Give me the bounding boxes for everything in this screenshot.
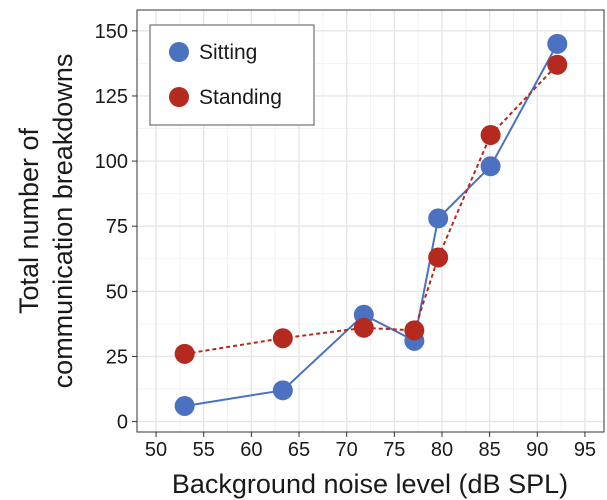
y-tick-label: 75 bbox=[106, 216, 128, 238]
legend-marker-sitting bbox=[169, 42, 189, 62]
data-point-sitting bbox=[272, 380, 293, 401]
y-tick-label: 125 bbox=[95, 86, 128, 108]
data-point-sitting bbox=[480, 156, 501, 177]
y-tick-label: 100 bbox=[95, 151, 128, 173]
data-point-sitting bbox=[174, 395, 195, 416]
x-tick-label: 85 bbox=[479, 439, 501, 461]
data-point-standing bbox=[404, 320, 425, 341]
x-axis-title: Background noise level (dB SPL) bbox=[172, 469, 568, 499]
x-tick-label: 60 bbox=[240, 439, 262, 461]
y-axis: 0 25 50 75 100 125 150 bbox=[95, 21, 137, 434]
x-tick-label: 65 bbox=[288, 439, 310, 461]
legend-marker-standing bbox=[169, 87, 189, 107]
x-tick-label: 50 bbox=[145, 439, 167, 461]
y-tick-label: 25 bbox=[106, 346, 128, 368]
y-tick-label: 50 bbox=[106, 281, 128, 303]
x-tick-label: 80 bbox=[431, 439, 453, 461]
x-tick-label: 55 bbox=[193, 439, 215, 461]
x-tick-label: 95 bbox=[574, 439, 596, 461]
data-point-standing bbox=[353, 317, 374, 338]
series-points bbox=[174, 33, 568, 416]
legend-box bbox=[149, 24, 315, 126]
y-tick-label: 0 bbox=[117, 412, 128, 434]
data-point-standing bbox=[174, 343, 195, 364]
data-point-standing bbox=[480, 125, 501, 146]
y-axis-title-line-2: communication breakdowns bbox=[48, 54, 78, 389]
x-tick-label: 75 bbox=[383, 439, 405, 461]
data-point-standing bbox=[272, 328, 293, 349]
x-tick-label: 70 bbox=[336, 439, 358, 461]
y-tick-label: 150 bbox=[95, 21, 128, 43]
x-tick-label: 90 bbox=[526, 439, 548, 461]
plot-border bbox=[136, 9, 605, 433]
x-axis: 50 55 60 65 70 75 80 85 90 95 bbox=[145, 432, 596, 461]
data-point-standing bbox=[428, 247, 449, 268]
y-axis-title-line-1: Total number of bbox=[14, 127, 44, 314]
data-point-sitting bbox=[547, 33, 568, 54]
legend: Sitting Standing bbox=[149, 24, 315, 126]
data-point-standing bbox=[547, 54, 568, 75]
legend-label-standing: Standing bbox=[199, 86, 282, 109]
legend-label-sitting: Sitting bbox=[199, 41, 257, 64]
data-point-sitting bbox=[428, 208, 449, 229]
